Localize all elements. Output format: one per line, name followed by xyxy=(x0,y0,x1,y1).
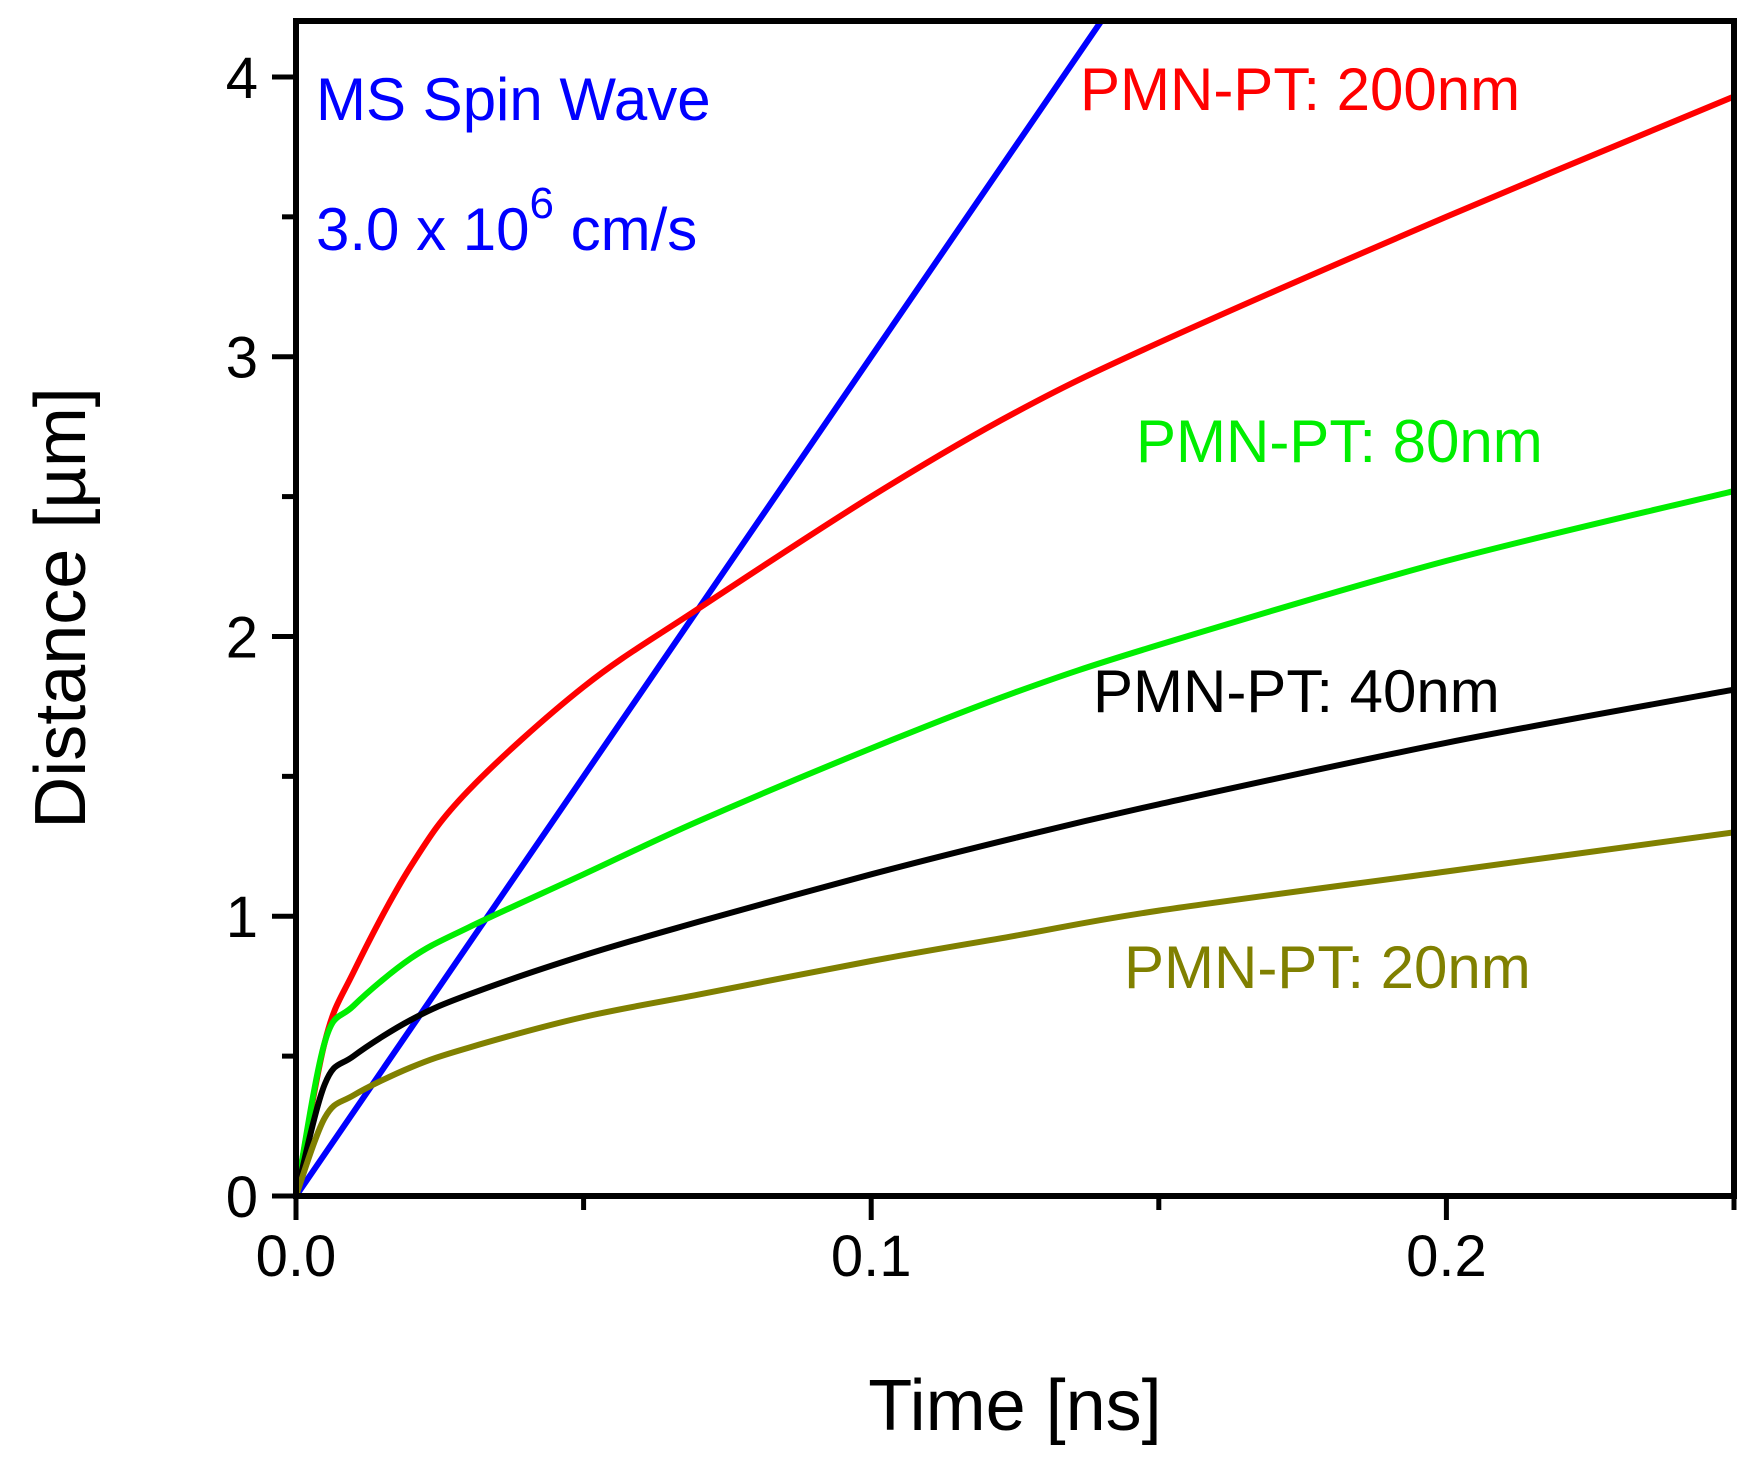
y-tick-label: 4 xyxy=(226,46,258,111)
y-tick-label: 1 xyxy=(226,885,258,950)
annotation-line-1: MS Spin Wave xyxy=(316,66,711,133)
x-tick-label: 0.2 xyxy=(1406,1224,1487,1289)
series-label-200nm: PMN-PT: 200nm xyxy=(1080,56,1520,123)
x-axis-title: Time [ns] xyxy=(868,1366,1161,1446)
series-line-pmn-pt-20nm xyxy=(296,829,1734,1196)
series-line-pmn-pt-200nm xyxy=(296,93,1734,1196)
axis-ticks: 0.0 0.1 0.2 0 1 2 3 4 xyxy=(226,46,1737,1289)
series-label-80nm: PMN-PT: 80nm xyxy=(1136,408,1543,475)
y-tick-label: 0 xyxy=(226,1165,258,1230)
series-layer xyxy=(296,21,1734,1196)
y-tick-label: 3 xyxy=(226,326,258,391)
series-label-40nm: PMN-PT: 40nm xyxy=(1093,658,1500,725)
series-label-20nm: PMN-PT: 20nm xyxy=(1124,934,1531,1001)
y-tick-label: 2 xyxy=(226,605,258,670)
x-tick-label: 0.0 xyxy=(256,1224,337,1289)
annotation-exponent: 6 xyxy=(530,179,554,228)
series-line-ms-spin-wave xyxy=(296,21,1105,1196)
series-line-pmn-pt-40nm xyxy=(296,686,1734,1196)
series-line-pmn-pt-80nm xyxy=(296,488,1734,1196)
spin-wave-annotation: MS Spin Wave 3.0 x 106 cm/s xyxy=(316,66,711,263)
annotation-line-2: 3.0 x 106 cm/s xyxy=(316,179,697,263)
x-tick-label: 0.1 xyxy=(831,1224,912,1289)
plot-frame xyxy=(293,18,1737,1199)
annotation-base: 3.0 x 10 xyxy=(316,196,530,263)
y-axis-title: Distance [µm] xyxy=(21,387,101,829)
annotation-unit: cm/s xyxy=(554,196,697,263)
